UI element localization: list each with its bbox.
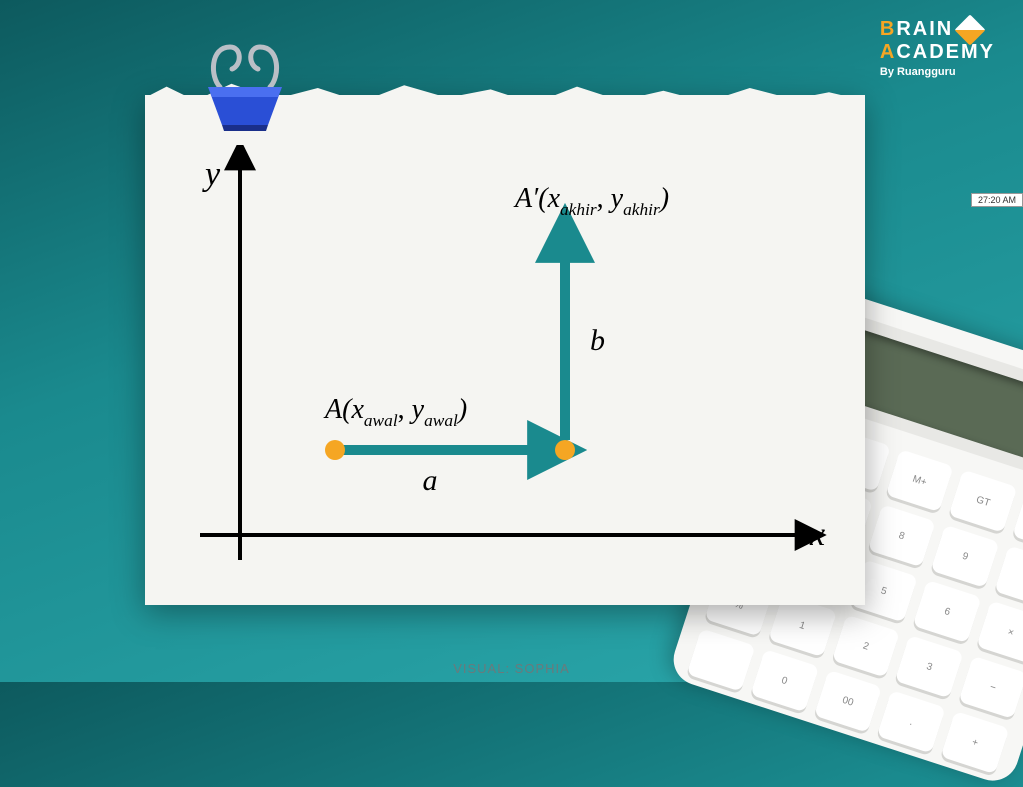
logo-subtitle: By Ruangguru [880, 66, 995, 78]
brand-logo: BRAIN ACADEMY By Ruangguru [880, 18, 995, 78]
calculator-key: CE [1012, 490, 1023, 553]
paper-sheet: y x a b A(xawal, yawal) A′(xakhir, yakhi… [145, 95, 865, 605]
calculator-key: 3 [895, 635, 964, 698]
calculator-key: × [976, 601, 1023, 664]
logo-accent-a: A [880, 41, 896, 63]
logo-accent-b: B [880, 18, 896, 40]
calculator-key: 8 [867, 504, 936, 567]
point-a-label: A(xawal, yawal) [323, 394, 467, 430]
y-axis-label: y [202, 156, 221, 193]
logo-line1: BRAIN [880, 18, 995, 41]
point-a-start [325, 440, 345, 460]
calculator-key: ÷ [994, 545, 1023, 608]
calculator-key: GT [949, 470, 1018, 533]
timestamp-strip: 27:20 AM [971, 193, 1023, 207]
calculator-key: 00 [814, 670, 883, 733]
point-a-corner [555, 440, 575, 460]
calculator-key: 9 [931, 525, 1000, 588]
calculator-key: + [941, 711, 1010, 774]
visual-credit: VISUAL: SOPHIA [453, 661, 570, 676]
calculator-key: 0 [750, 649, 819, 712]
b-label: b [590, 324, 605, 357]
calculator-key: 2 [831, 615, 900, 678]
x-axis-label: x [809, 516, 825, 553]
calculator-key: − [959, 656, 1023, 719]
calculator-key: . [877, 690, 946, 753]
translation-diagram: y x a b A(xawal, yawal) A′(xakhir, yakhi… [175, 145, 835, 585]
calculator-key: 6 [913, 580, 982, 643]
point-a-prime-label: A′(xakhir, yakhir) [513, 183, 669, 219]
calculator-key [687, 628, 756, 691]
calculator-key: M+ [885, 449, 954, 512]
binder-clip-icon [190, 37, 300, 137]
a-label: a [423, 464, 438, 497]
logo-line2: ACADEMY [880, 41, 995, 64]
